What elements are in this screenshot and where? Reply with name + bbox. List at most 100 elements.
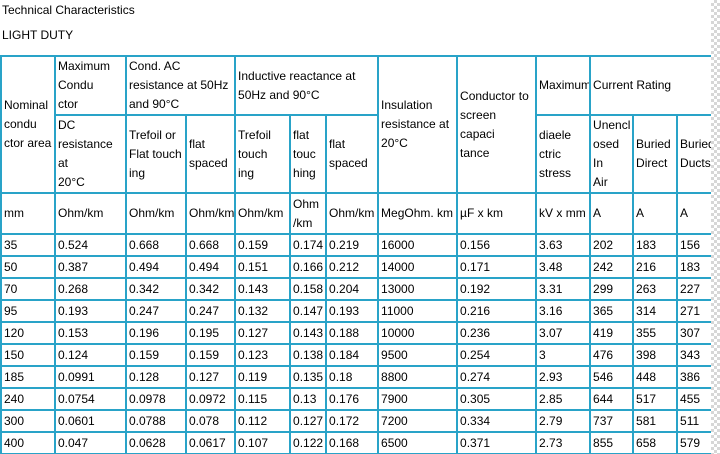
header-row-2: DC resistance at 20°C Trefoil or Flat to…: [1, 114, 720, 194]
data-cell: 0.047: [54, 431, 127, 454]
data-cell: 299: [589, 277, 635, 301]
data-cell: 3.16: [535, 299, 592, 323]
data-cell: 0.247: [184, 299, 237, 323]
header-unenclosed-in-air: Unencl osed In Air: [589, 114, 635, 194]
data-cell: 3.48: [535, 255, 592, 279]
data-cell: 0.115: [234, 387, 292, 411]
data-cell: 0.127: [289, 409, 328, 433]
header-row-1: Nominal condu ctor area Maximum Condu ct…: [0, 55, 720, 194]
data-cell: 0.196: [125, 321, 187, 345]
data-cell: 448: [632, 365, 679, 389]
data-cell: 0.0617: [184, 431, 237, 454]
data-cell: 0.184: [325, 343, 380, 367]
data-cell: 0.188: [325, 321, 380, 345]
data-cell: 546: [589, 365, 635, 389]
characteristics-table: Nominal condu ctor area Maximum Condu ct…: [0, 55, 720, 454]
data-cell: 0.0978: [125, 387, 187, 411]
data-cell: 7200: [377, 409, 459, 433]
data-cell: 0.151: [234, 255, 292, 279]
data-cell: 517: [632, 387, 679, 411]
unit-cell: mm: [0, 192, 56, 235]
page-title: Technical Characteristics: [2, 3, 135, 17]
data-cell: 0.128: [125, 365, 187, 389]
data-cell: 183: [632, 233, 679, 257]
data-cell: 0.494: [184, 255, 237, 279]
header-nominal-area: Nominal condu ctor area: [0, 55, 56, 194]
data-cell: 476: [589, 343, 635, 367]
data-cell: 0.524: [54, 233, 127, 257]
unit-cell: µF x km: [456, 192, 538, 235]
data-cell: 2.85: [535, 387, 592, 411]
data-cell: 14000: [377, 255, 459, 279]
data-cell: 2.93: [535, 365, 592, 389]
unit-cell: A: [589, 192, 635, 235]
data-cell: 0.153: [54, 321, 127, 345]
table-row: 300 0.0601 0.0788 0.078 0.112 0.127 0.172 7200 0…: [0, 409, 720, 433]
data-cell: 0.668: [125, 233, 187, 257]
data-cell: 0.204: [325, 277, 380, 301]
header-dc-resistance: DC resistance at 20°C: [54, 114, 127, 194]
unit-cell: kV x mm: [535, 192, 592, 235]
header-current-rating: Current Rating: [589, 55, 720, 116]
unit-cell: Ohm/km: [184, 192, 237, 235]
data-cell: 3: [535, 343, 592, 367]
data-cell: 0.159: [234, 233, 292, 257]
data-cell: 0.212: [325, 255, 380, 279]
section-title: LIGHT DUTY: [2, 28, 74, 42]
data-cell: 3.31: [535, 277, 592, 301]
data-cell: 9500: [377, 343, 459, 367]
data-cell: 419: [589, 321, 635, 345]
data-cell: 365: [589, 299, 635, 323]
data-cell: 314: [632, 299, 679, 323]
data-cell: 0.0628: [125, 431, 187, 454]
header-insulation-resistance: Insulation resistance at 20°C: [377, 55, 459, 194]
data-cell: 300: [0, 409, 56, 433]
unit-cell: A: [632, 192, 679, 235]
data-cell: 3.63: [535, 233, 592, 257]
data-cell: 0.0788: [125, 409, 187, 433]
data-cell: 0.195: [184, 321, 237, 345]
data-cell: 0.107: [234, 431, 292, 454]
unit-cell: MegOhm. km: [377, 192, 459, 235]
header-dielectric-stress: diaele ctric stress: [535, 114, 592, 194]
data-cell: 0.0601: [54, 409, 127, 433]
header-flat-touching: flat touc hing: [289, 114, 328, 194]
data-cell: 579: [676, 431, 720, 454]
data-cell: 10000: [377, 321, 459, 345]
data-cell: 242: [589, 255, 635, 279]
data-cell: 0.143: [234, 277, 292, 301]
header-inductive-reactance: Inductive reactance at 50Hz and 90°C: [234, 55, 380, 116]
data-cell: 737: [589, 409, 635, 433]
data-cell: 0.216: [456, 299, 538, 323]
data-cell: 0.166: [289, 255, 328, 279]
data-cell: 0.143: [289, 321, 328, 345]
data-cell: 16000: [377, 233, 459, 257]
unit-cell: Ohm/km: [234, 192, 292, 235]
table-row: 240 0.0754 0.0978 0.0972 0.115 0.13 0.176 7900 0…: [0, 387, 720, 411]
data-cell: 0.13: [289, 387, 328, 411]
data-cell: 0.127: [234, 321, 292, 345]
data-cell: 95: [0, 299, 56, 323]
data-cell: 400: [0, 431, 56, 454]
header-flat-spaced-inductive: flat spaced: [325, 114, 380, 194]
data-cell: 2.73: [535, 431, 592, 454]
data-cell: 0.247: [125, 299, 187, 323]
data-cell: 0.112: [234, 409, 292, 433]
table-row: 95 0.193 0.247 0.247 0.132 0.147 0.193 11000 0.2…: [0, 299, 720, 323]
data-cell: 0.668: [184, 233, 237, 257]
data-cell: 0.192: [456, 277, 538, 301]
unit-cell: Ohm /km: [289, 192, 328, 235]
data-cell: 0.342: [184, 277, 237, 301]
data-cell: 0.193: [325, 299, 380, 323]
data-cell: 240: [0, 387, 56, 411]
data-cell: 120: [0, 321, 56, 345]
data-cell: 202: [589, 233, 635, 257]
header-trefoil-touching: Trefoil touch ing: [234, 114, 292, 194]
data-cell: 0.147: [289, 299, 328, 323]
table-row: 150 0.124 0.159 0.159 0.123 0.138 0.184 9500 0.2…: [0, 343, 720, 367]
data-cell: 0.193: [54, 299, 127, 323]
data-cell: 0.254: [456, 343, 538, 367]
header-buried-direct: Buried Direct: [632, 114, 679, 194]
data-cell: 658: [632, 431, 679, 454]
